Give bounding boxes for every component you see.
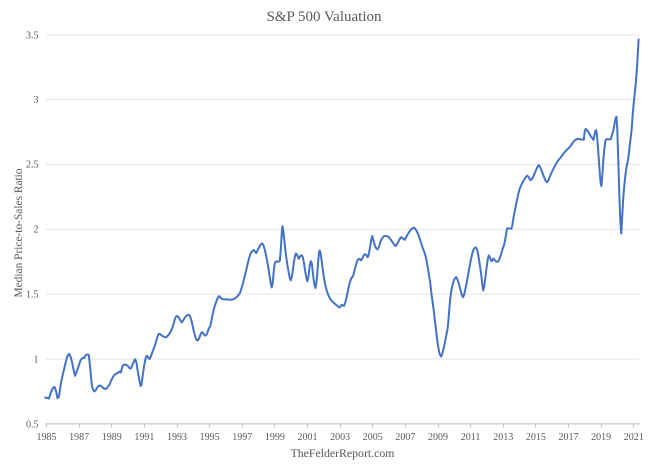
svg-text:2003: 2003 <box>330 432 350 443</box>
svg-text:2009: 2009 <box>428 432 448 443</box>
svg-text:S&P 500 Valuation: S&P 500 Valuation <box>266 9 382 25</box>
svg-text:1995: 1995 <box>200 432 220 443</box>
svg-text:2017: 2017 <box>559 432 579 443</box>
svg-text:2001: 2001 <box>298 432 318 443</box>
svg-text:1987: 1987 <box>69 432 89 443</box>
svg-text:2021: 2021 <box>624 432 644 443</box>
svg-text:Median Price-to-Sales Ratio: Median Price-to-Sales Ratio <box>13 168 25 297</box>
svg-text:3: 3 <box>34 95 39 106</box>
svg-text:1.5: 1.5 <box>26 290 39 301</box>
svg-text:0.5: 0.5 <box>26 419 39 430</box>
svg-text:1991: 1991 <box>134 432 154 443</box>
svg-text:1993: 1993 <box>167 432 187 443</box>
svg-text:1999: 1999 <box>265 432 285 443</box>
svg-text:2005: 2005 <box>363 432 383 443</box>
svg-text:2013: 2013 <box>493 432 513 443</box>
svg-text:2.5: 2.5 <box>26 160 39 171</box>
svg-text:2019: 2019 <box>591 432 611 443</box>
svg-text:1985: 1985 <box>37 432 57 443</box>
svg-text:2011: 2011 <box>461 432 481 443</box>
svg-text:1997: 1997 <box>232 432 252 443</box>
svg-text:2015: 2015 <box>526 432 546 443</box>
svg-text:1989: 1989 <box>102 432 122 443</box>
svg-text:TheFelderReport.com: TheFelderReport.com <box>291 446 395 460</box>
svg-text:2007: 2007 <box>395 432 415 443</box>
svg-text:2: 2 <box>34 225 39 236</box>
svg-text:3.5: 3.5 <box>26 30 39 41</box>
svg-text:1: 1 <box>34 354 39 365</box>
